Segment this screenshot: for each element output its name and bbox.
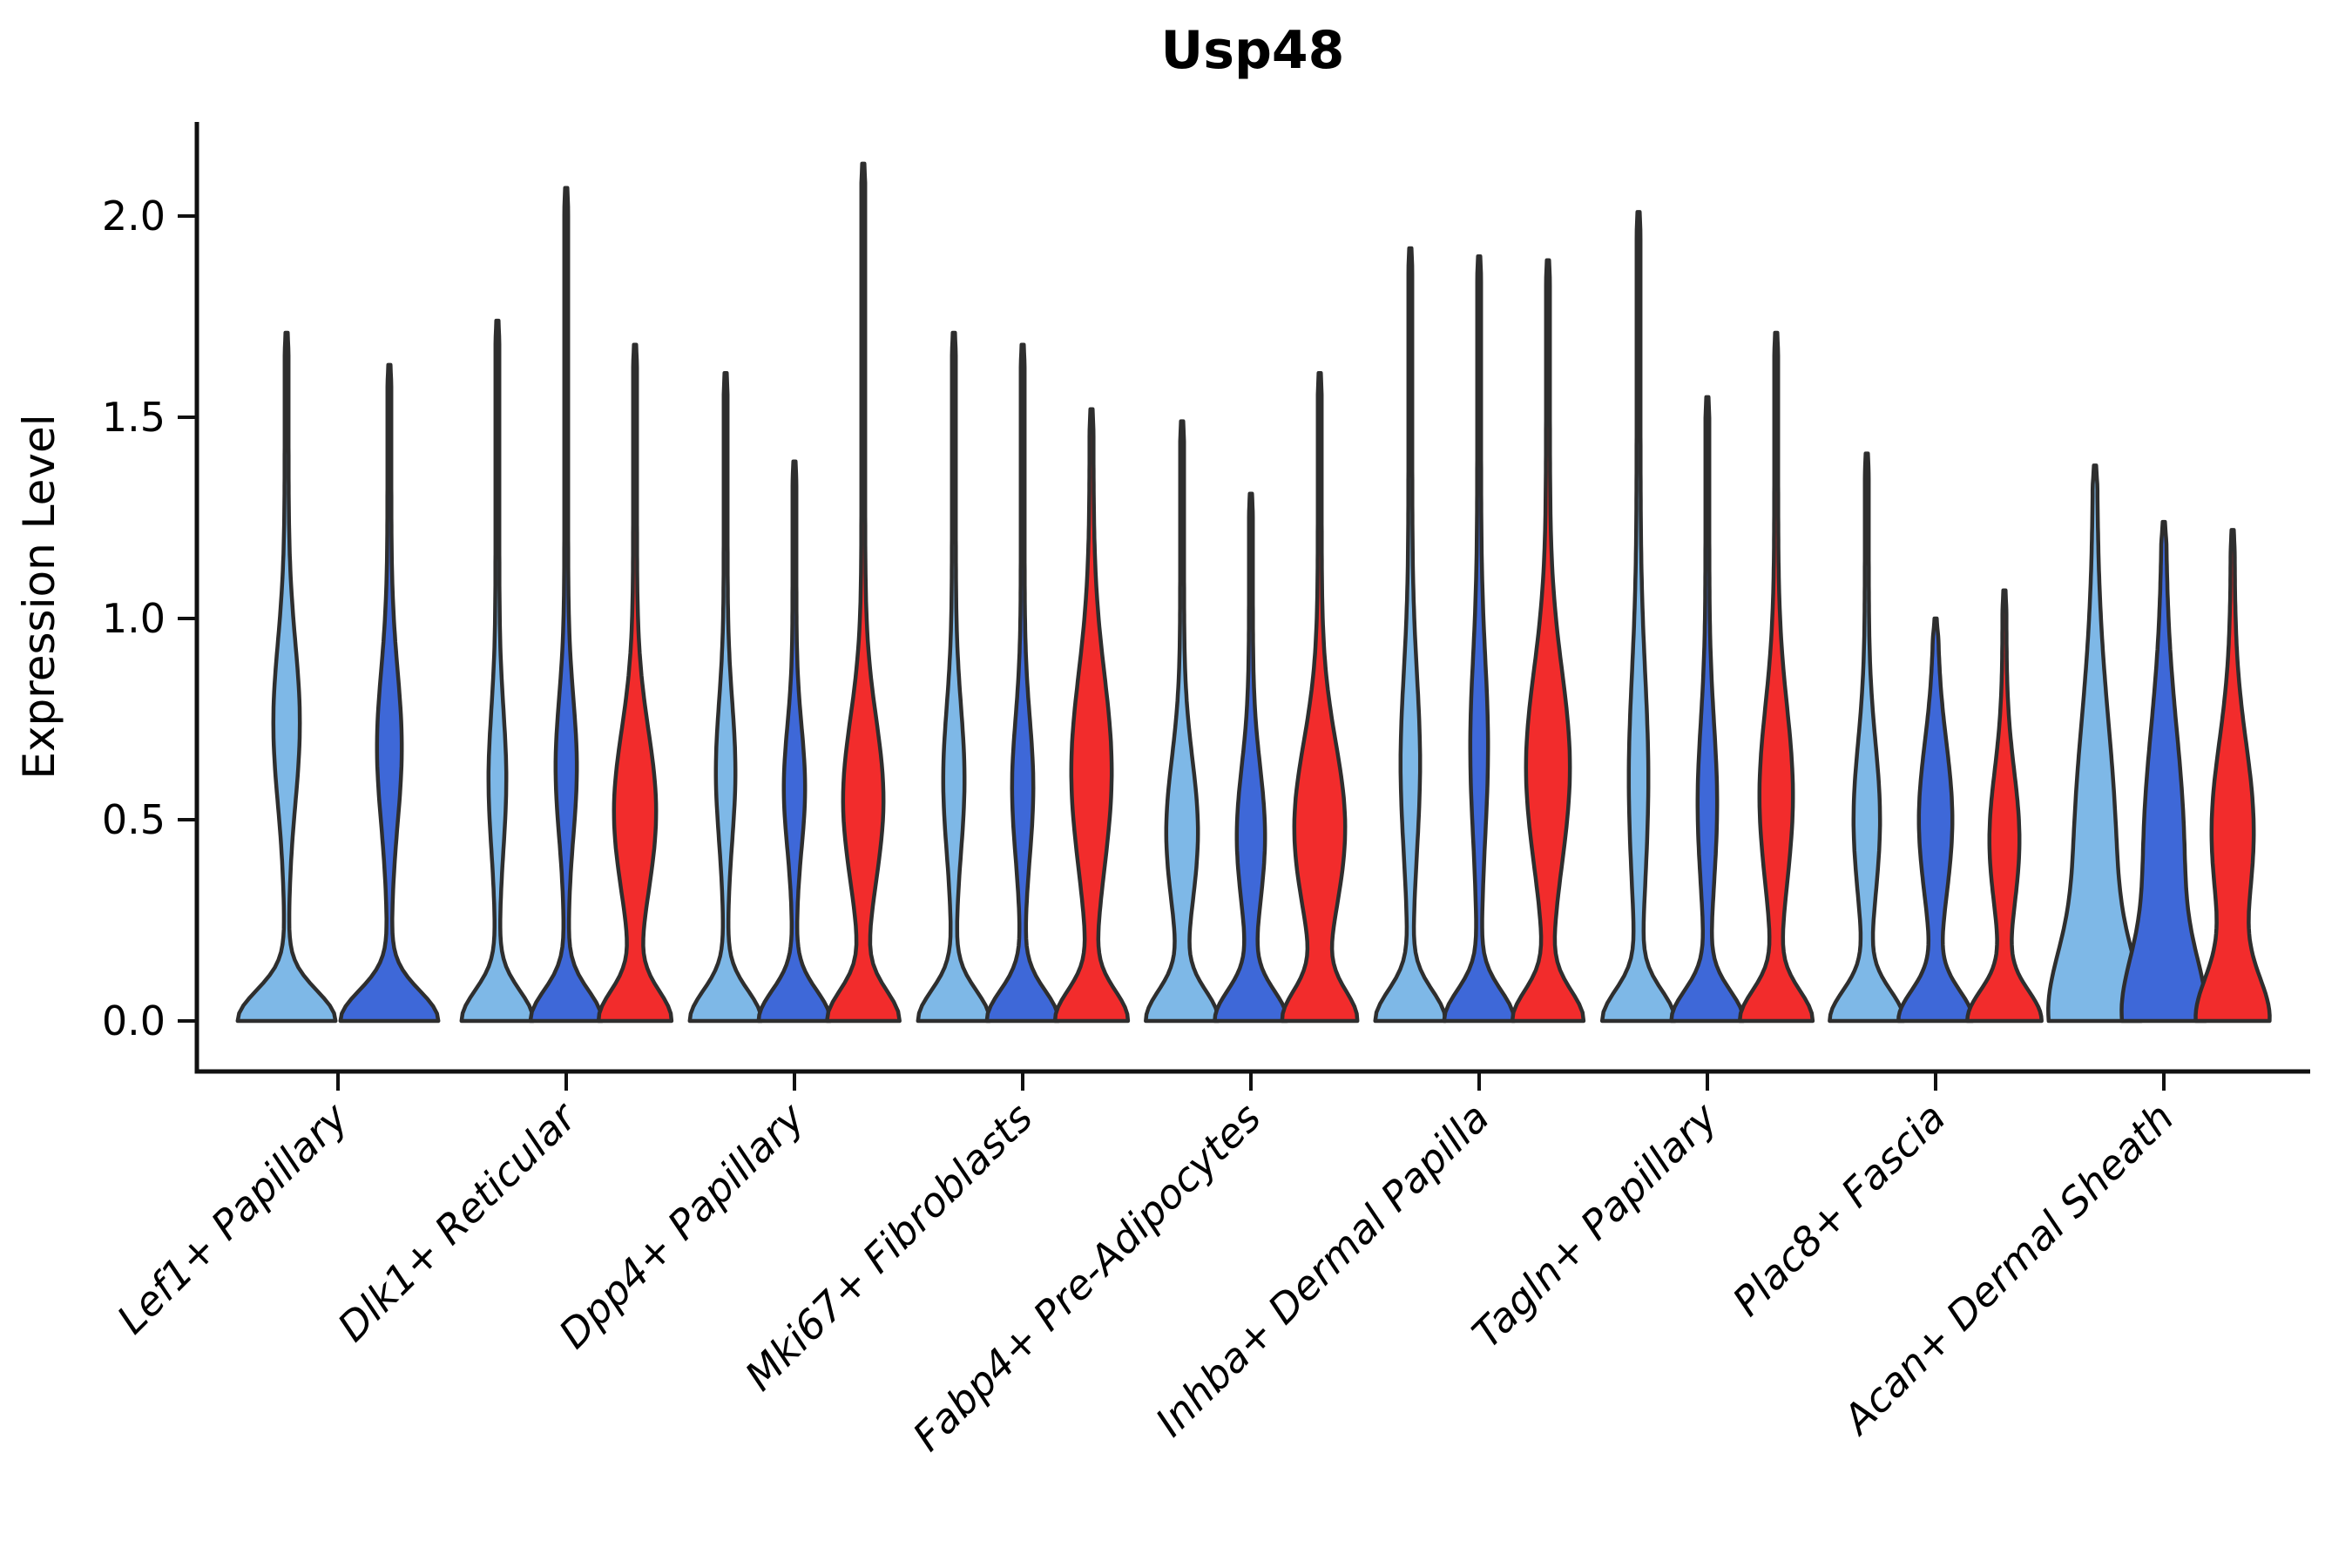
y-tick-label: 1.0: [102, 595, 166, 642]
x-tick-label-dlk1-reticular: Dlk1+ Reticular: [328, 1092, 587, 1350]
axis-spines: [194, 122, 2310, 1074]
violin-fabp4-pre-adipocytes-red: [1280, 370, 1360, 1024]
y-tick-label: 1.5: [102, 394, 166, 441]
y-tick-label: 2.0: [102, 193, 166, 240]
x-tick-label-plac8-fascia: Plac8+ Fascia: [1723, 1094, 1954, 1325]
violin-dlk1-reticular-red: [596, 342, 674, 1024]
violin-mki67-fibroblasts-lightblue: [916, 330, 992, 1024]
violin-inhba-dermal-papilla-darkblue: [1442, 253, 1517, 1024]
violin-plac8-fascia-lightblue: [1828, 451, 1906, 1024]
violin-fabp4-pre-adipocytes-lightblue: [1144, 419, 1220, 1024]
violin-tagln-papillary-red: [1737, 330, 1815, 1024]
violin-lef1-papillary-darkblue: [338, 362, 441, 1024]
violin-tagln-papillary-lightblue: [1599, 210, 1678, 1024]
violin-acan-dermal-sheath-darkblue: [2119, 519, 2208, 1024]
x-tick-label-dpp4-papillary: Dpp4+ Papillary: [550, 1093, 814, 1357]
violin-inhba-dermal-papilla-lightblue: [1373, 246, 1448, 1024]
violin-dpp4-papillary-lightblue: [687, 370, 764, 1024]
violin-mki67-fibroblasts-darkblue: [984, 342, 1061, 1024]
y-tick-label: 0.0: [102, 997, 166, 1044]
x-tick-label-tagln-papillary: Tagln+ Papillary: [1463, 1093, 1727, 1357]
violin-dlk1-reticular-darkblue: [528, 186, 605, 1024]
chart-title: Usp48: [1161, 20, 1345, 81]
violin-tagln-papillary-darkblue: [1669, 395, 1746, 1024]
violin-dpp4-papillary-red: [825, 161, 902, 1024]
violin-lef1-papillary-lightblue: [235, 330, 338, 1024]
violin-dlk1-reticular-lightblue: [459, 318, 536, 1024]
violin-plac8-fascia-darkblue: [1896, 616, 1975, 1024]
y-tick-label: 0.5: [102, 796, 166, 843]
y-axis-label: Expression Level: [14, 414, 64, 779]
violin-acan-dermal-sheath-red: [2193, 528, 2272, 1024]
x-tick-label-lef1-papillary: Lef1+ Papillary: [108, 1093, 357, 1342]
violin-acan-dermal-sheath-lightblue: [2046, 463, 2144, 1024]
violin-mki67-fibroblasts-red: [1052, 407, 1131, 1024]
violin-dpp4-papillary-darkblue: [756, 459, 833, 1024]
violin-fabp4-pre-adipocytes-darkblue: [1213, 491, 1289, 1024]
violin-plac8-fascia-red: [1965, 588, 2044, 1024]
violin-inhba-dermal-papilla-red: [1510, 258, 1586, 1024]
